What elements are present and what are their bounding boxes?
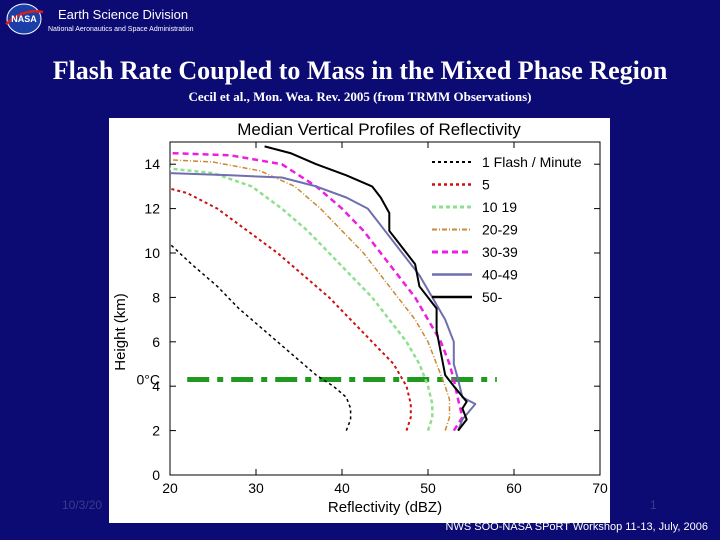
legend-label-3: 20-29: [482, 222, 518, 238]
agency-name: National Aeronautics and Space Administr…: [48, 26, 194, 33]
legend-label-4: 30-39: [482, 244, 518, 260]
legend-label-6: 50-: [482, 289, 503, 305]
nasa-logo: NASA: [5, 3, 44, 35]
y-tick-label: 4: [152, 378, 160, 394]
series-line-4: [169, 151, 464, 432]
chart-title: Median Vertical Profiles of Reflectivity: [237, 120, 521, 139]
reflectivity-chart: Median Vertical Profiles of Reflectivity…: [112, 120, 608, 516]
x-tick-label: 40: [334, 480, 350, 496]
nasa-logo-text: NASA: [11, 14, 37, 24]
x-tick-label: 60: [506, 480, 522, 496]
series-line-0: [169, 243, 352, 431]
page-number: 1: [650, 498, 657, 512]
legend-label-1: 5: [482, 177, 490, 193]
legend-label-2: 10 19: [482, 199, 517, 215]
legend-label-0: 1 Flash / Minute: [482, 154, 582, 170]
chart-legend: 1 Flash / Minute 5 10 19 20-29 30-39 40-49 50-: [432, 154, 582, 305]
y-tick-label: 10: [144, 245, 160, 261]
x-axis-label: Reflectivity (dBZ): [328, 499, 442, 516]
chart-figure: Median Vertical Profiles of Reflectivity…: [109, 118, 610, 523]
legend-label-5: 40-49: [482, 267, 518, 283]
slide-subtitle: Cecil et al., Mon. Wea. Rev. 2005 (from …: [188, 89, 532, 104]
y-tick-label: 2: [152, 423, 160, 439]
y-tick-label: 8: [152, 289, 160, 305]
y-tick-label: 14: [144, 156, 160, 172]
series-line-3: [169, 159, 451, 431]
series-line-6: [264, 145, 468, 432]
y-tick-label: 6: [152, 334, 160, 350]
y-tick-label: 12: [144, 201, 160, 217]
x-tick-label: 20: [162, 480, 178, 496]
y-axis-label: Height (km): [112, 293, 129, 371]
y-tick-label: 0: [152, 467, 160, 483]
series-layer: [169, 145, 477, 432]
chart-axes: 20 30 40 50 60 70 0 2 4 6 8 10 12 14 0°C: [137, 141, 608, 496]
plot-frame: [169, 141, 601, 476]
x-tick-label: 50: [420, 480, 436, 496]
series-line-1: [169, 187, 412, 431]
footer-date: 10/3/20: [62, 498, 103, 512]
slide-title: Flash Rate Coupled to Mass in the Mixed …: [52, 56, 668, 85]
freezing-annotation: 0°C: [137, 372, 161, 388]
series-line-2: [169, 167, 434, 431]
x-tick-label: 70: [592, 480, 608, 496]
workshop-footer: NWS SOO-NASA SPoRT Workshop 11-13, July,…: [445, 521, 708, 533]
division-name: Earth Science Division: [58, 7, 189, 22]
x-tick-label: 30: [248, 480, 264, 496]
